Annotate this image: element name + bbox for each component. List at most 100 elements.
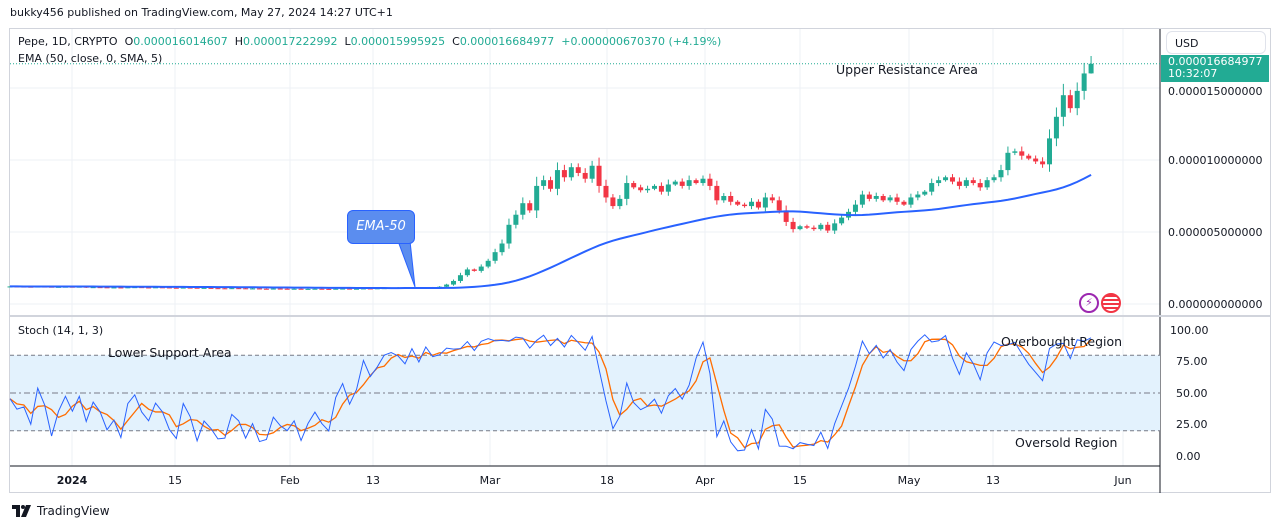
stoch-tick: 75.00: [1176, 355, 1208, 368]
candle-body: [742, 204, 748, 207]
candle-body: [818, 224, 824, 230]
currency-button[interactable]: USD: [1166, 31, 1266, 54]
oversold-annotation: Oversold Region: [1015, 435, 1118, 450]
candle-body: [929, 183, 935, 192]
symbol-label[interactable]: Pepe, 1D, CRYPTO: [18, 35, 118, 48]
candle-body: [1088, 63, 1094, 74]
candle-body: [125, 287, 131, 289]
candle-body: [839, 217, 845, 224]
us-flag-icon[interactable]: [1101, 293, 1121, 313]
candle-body: [728, 196, 734, 202]
candle-body: [256, 288, 262, 290]
candle-body: [1033, 158, 1039, 162]
candle-body: [243, 288, 249, 290]
brand-name: TradingView: [37, 504, 110, 518]
bar-countdown: 10:32:07: [1168, 67, 1218, 80]
time-tick: 2024: [56, 474, 88, 487]
candle-body: [451, 280, 457, 285]
candle-body: [1053, 116, 1059, 139]
candle-body: [444, 284, 450, 287]
candle-body: [1081, 73, 1087, 91]
ema-line: [9, 174, 1092, 290]
candle-body: [963, 180, 969, 186]
candle-body: [319, 288, 325, 290]
candle-body: [617, 198, 623, 207]
price-tick: 0.000000000000: [1168, 298, 1263, 311]
ema-legend[interactable]: EMA (50, close, 0, SMA, 5): [18, 52, 163, 65]
candle-body: [340, 288, 346, 290]
candle-body: [610, 197, 616, 207]
candle-body: [866, 194, 872, 199]
candle-body: [596, 165, 602, 186]
candle-body: [638, 187, 644, 191]
candle-body: [790, 221, 796, 230]
candle-body: [1005, 152, 1011, 171]
candle-body: [603, 185, 609, 198]
close-value: 0.000016684977: [459, 35, 555, 48]
candle-body: [1060, 95, 1066, 117]
candle-body: [631, 183, 637, 188]
stoch-legend[interactable]: Stoch (14, 1, 3): [18, 324, 104, 337]
candle-body: [762, 197, 768, 208]
candle-body: [236, 288, 242, 290]
candle-body: [457, 275, 463, 281]
stoch-tick: 0.00: [1176, 450, 1201, 463]
candle-body: [915, 194, 921, 198]
candle-body: [478, 266, 484, 271]
candle-body: [305, 288, 311, 290]
candle-body: [1040, 161, 1046, 165]
candle-body: [645, 188, 651, 191]
price-tick: 0.000015000000: [1168, 85, 1263, 98]
candle-body: [541, 180, 547, 186]
candle-body: [936, 180, 942, 184]
candle-body: [201, 287, 207, 289]
candle-body: [582, 172, 588, 179]
candle-body: [118, 287, 124, 289]
candle-body: [755, 201, 761, 208]
open-value: 0.000016014607: [133, 35, 228, 48]
last-price: 0.000016684977: [1168, 55, 1263, 68]
lower-support-annotation: Lower Support Area: [108, 345, 232, 360]
candle-body: [735, 201, 741, 205]
candle-body: [1074, 90, 1080, 109]
time-tick: 15: [793, 474, 807, 487]
candle-body: [284, 288, 290, 290]
price-tick: 0.000010000000: [1168, 154, 1263, 167]
candle-body: [984, 180, 990, 188]
candle-body: [180, 287, 186, 289]
candle-body: [194, 287, 200, 289]
candle-body: [527, 203, 533, 211]
time-tick: May: [897, 474, 921, 487]
ema-callout-pointer: [397, 240, 416, 288]
candle-body: [263, 288, 269, 290]
candle-body: [97, 287, 103, 289]
candle-body: [651, 185, 657, 189]
lightning-icon[interactable]: ⚡: [1079, 293, 1099, 313]
candle-body: [506, 224, 512, 244]
candle-body: [679, 181, 685, 186]
candle-body: [166, 287, 172, 289]
high-value: 0.000017222992: [243, 35, 338, 48]
candle-body: [998, 170, 1004, 178]
tradingview-logo-icon: [12, 505, 31, 517]
candle-body: [922, 191, 928, 195]
candle-body: [499, 243, 505, 253]
candle-body: [291, 288, 297, 290]
stoch-tick: 100.00: [1170, 324, 1209, 337]
candle-body: [1067, 95, 1073, 109]
candle-body: [208, 287, 214, 289]
last-price-label: 0.000016684977 10:32:07: [1161, 55, 1269, 82]
candle-body: [561, 170, 567, 178]
footer-brand[interactable]: TradingView: [12, 504, 110, 518]
candle-body: [222, 288, 228, 290]
candle-body: [229, 288, 235, 290]
candle-body: [894, 197, 900, 202]
candle-body: [970, 180, 976, 184]
candle-body: [104, 287, 110, 289]
ema-50-callout[interactable]: EMA-50: [347, 210, 415, 244]
candle-body: [215, 288, 221, 290]
candle-body: [548, 180, 554, 189]
time-tick: Apr: [695, 474, 715, 487]
candle-body: [700, 178, 706, 184]
